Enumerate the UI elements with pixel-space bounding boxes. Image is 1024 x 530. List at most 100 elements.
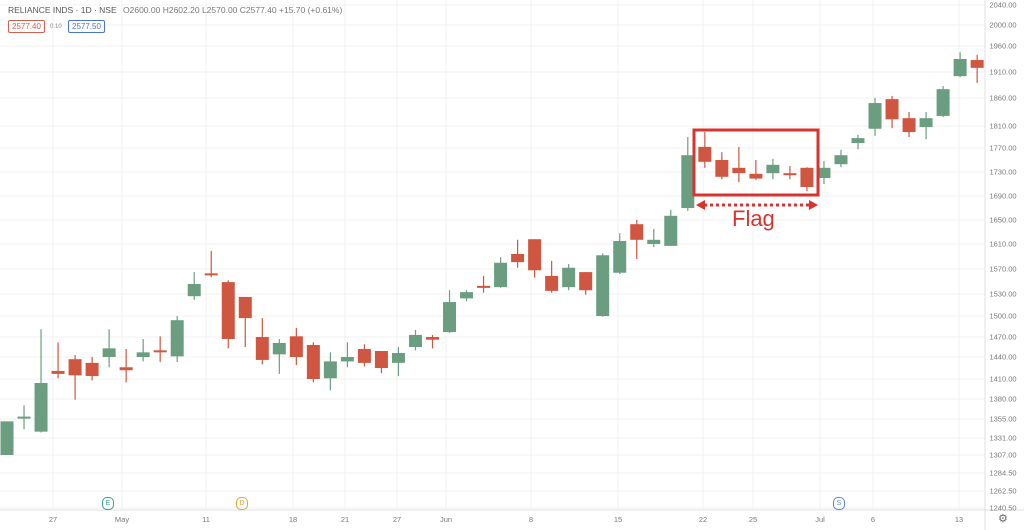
candle-body xyxy=(136,352,150,357)
candle-body xyxy=(698,146,712,162)
gear-icon[interactable]: ⚙ xyxy=(998,513,1008,525)
candle xyxy=(0,421,14,455)
y-tick-label: 1500.00 xyxy=(989,311,1017,321)
candle-body xyxy=(800,167,814,187)
candle xyxy=(834,149,848,168)
candle xyxy=(970,54,984,83)
candle xyxy=(596,253,610,317)
candle xyxy=(460,290,474,302)
symbol-title: RELIANCE INDS · 1D · NSE xyxy=(8,5,117,15)
candle xyxy=(51,342,65,379)
candle xyxy=(340,342,354,368)
candle-body xyxy=(562,267,576,288)
y-tick-label: 1730.00 xyxy=(989,167,1017,177)
arrow-right-icon xyxy=(809,200,818,210)
flag-annotation-box xyxy=(692,128,820,197)
candle xyxy=(204,250,218,278)
candle xyxy=(306,342,320,383)
candle xyxy=(579,272,593,295)
x-tick-label: 27 xyxy=(48,515,58,524)
candle-body xyxy=(936,89,950,116)
y-tick-label: 1307.00 xyxy=(989,450,1017,460)
x-tick-label: 22 xyxy=(698,515,708,524)
x-tick-label: 27 xyxy=(392,515,402,524)
y-tick-label: 1810.00 xyxy=(989,121,1017,131)
y-tick-label: 1910.00 xyxy=(989,67,1017,77)
candle xyxy=(238,296,252,347)
x-tick-label: 25 xyxy=(748,515,758,524)
y-tick-label: 1770.00 xyxy=(989,143,1017,153)
candle-body xyxy=(596,255,610,316)
candle xyxy=(323,352,337,391)
split-event-icon[interactable]: S xyxy=(833,497,845,510)
candle xyxy=(783,166,797,180)
candle-body xyxy=(647,239,661,244)
candle-body xyxy=(51,370,65,374)
candle xyxy=(34,329,48,433)
candle-body xyxy=(953,59,967,77)
candle xyxy=(187,272,201,300)
candle-body xyxy=(511,254,525,263)
candle-body xyxy=(817,167,831,178)
dividend-event-icon[interactable]: D xyxy=(236,497,248,510)
candle xyxy=(374,351,388,374)
earnings-event-icon[interactable]: E xyxy=(102,497,114,510)
candle-body xyxy=(834,155,848,165)
candle-body xyxy=(902,118,916,133)
candle-body xyxy=(272,343,286,355)
x-tick-label: Jul xyxy=(815,515,825,524)
candle xyxy=(919,112,933,140)
candle xyxy=(562,264,576,291)
y-tick-label: 2040.00 xyxy=(989,0,1017,10)
candle xyxy=(885,95,899,129)
candle xyxy=(851,134,865,150)
y-tick-label: 1284.50 xyxy=(989,468,1017,478)
flag-annotation-label: Flag xyxy=(732,206,775,231)
candle-body xyxy=(119,367,133,371)
candle xyxy=(136,339,150,362)
candle xyxy=(477,275,491,293)
candle xyxy=(817,161,831,184)
candle-body xyxy=(426,337,439,340)
candle-body xyxy=(749,173,763,179)
candle xyxy=(936,86,950,118)
candle xyxy=(613,233,627,274)
candle xyxy=(545,260,559,293)
candle-body xyxy=(630,224,644,240)
candle xyxy=(426,334,439,349)
candle-body xyxy=(306,345,320,379)
candle xyxy=(494,257,508,288)
sell-price-button[interactable]: 2577.40 xyxy=(8,20,45,33)
candle-body xyxy=(408,334,422,347)
candle xyxy=(698,132,712,168)
candle-body xyxy=(204,273,218,276)
y-tick-label: 1470.00 xyxy=(989,332,1017,342)
candle-body xyxy=(868,103,882,129)
candle-body xyxy=(187,284,201,297)
candle xyxy=(68,355,82,400)
y-tick-label: 1331.00 xyxy=(989,433,1017,443)
candle-body xyxy=(919,118,933,128)
y-tick-label: 1440.00 xyxy=(989,352,1017,362)
candle-body xyxy=(732,167,746,174)
candle-body xyxy=(681,155,695,208)
candle xyxy=(749,160,763,180)
candle xyxy=(511,239,525,268)
candle xyxy=(289,327,303,366)
candle xyxy=(17,405,31,430)
candle xyxy=(170,316,184,363)
candle-body xyxy=(715,160,729,177)
candle xyxy=(953,52,967,78)
ohlc-values: O2600.00 H2602.20 L2570.00 C2577.40 +15.… xyxy=(123,5,343,15)
candle-body xyxy=(85,362,99,377)
spread-value: 0.10 xyxy=(50,24,62,30)
candle-body xyxy=(545,275,559,291)
candle-body xyxy=(460,292,474,299)
candle-body xyxy=(238,296,252,319)
candle xyxy=(732,146,746,183)
candle xyxy=(528,239,542,278)
buy-price-button[interactable]: 2577.50 xyxy=(68,20,105,33)
candle xyxy=(255,318,269,365)
candle-body xyxy=(323,361,337,379)
